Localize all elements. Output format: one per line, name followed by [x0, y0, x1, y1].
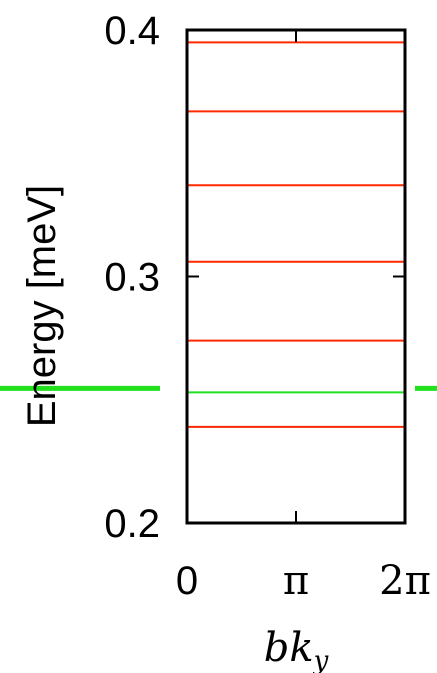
x-axis-title-subscript: y [313, 646, 329, 673]
y-axis-title: Energy [meV] [20, 185, 64, 427]
y-tick-label: 0.2 [104, 502, 160, 546]
x-tick-label: π [283, 558, 309, 604]
energy-levels [0, 41, 437, 428]
axis-ticks: 0.2 0.3 0.4 0 π 2π [104, 9, 430, 604]
x-tick-label: 2π [379, 558, 431, 604]
x-axis-title: bky [264, 625, 329, 673]
y-tick-label: 0.3 [104, 256, 160, 300]
plot-frame [185, 28, 407, 525]
x-axis-title-main: bk [264, 625, 314, 671]
x-tick-label: 0 [176, 559, 198, 603]
y-tick-label: 0.4 [104, 9, 160, 53]
